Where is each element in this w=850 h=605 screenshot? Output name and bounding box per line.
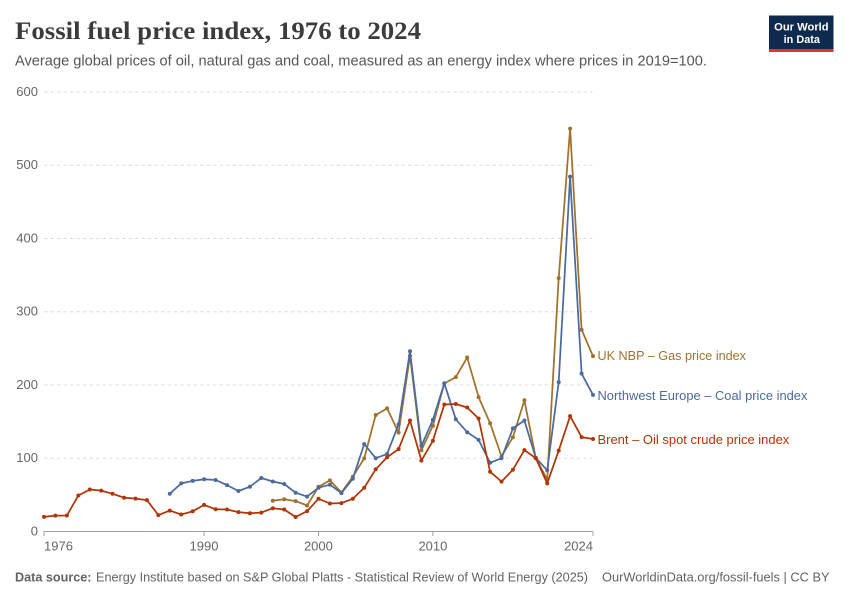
svg-text:2000: 2000 <box>304 539 333 554</box>
svg-text:1976: 1976 <box>44 539 73 554</box>
svg-text:Brent – Oil spot crude price i: Brent – Oil spot crude price index <box>598 432 790 447</box>
svg-text:OurWorldinData.org/fossil-fuel: OurWorldinData.org/fossil-fuels | CC BY <box>602 570 830 584</box>
svg-text:2024: 2024 <box>564 539 593 554</box>
svg-text:2010: 2010 <box>418 539 447 554</box>
svg-text:Energy Institute based on S&P: Energy Institute based on S&P Global Pla… <box>96 570 588 584</box>
svg-text:Data source:: Data source: <box>15 570 92 584</box>
svg-text:Our World: Our World <box>774 22 829 34</box>
svg-text:UK NBP – Gas price index: UK NBP – Gas price index <box>598 348 747 363</box>
svg-text:400: 400 <box>16 230 38 245</box>
svg-text:0: 0 <box>31 524 38 539</box>
svg-text:500: 500 <box>16 157 38 172</box>
svg-text:200: 200 <box>16 377 38 392</box>
svg-text:Average global prices of oil,: Average global prices of oil, natural ga… <box>15 54 707 70</box>
svg-text:Northwest Europe – Coal price: Northwest Europe – Coal price index <box>598 388 808 403</box>
svg-text:600: 600 <box>16 84 38 99</box>
svg-text:Fossil fuel price index, 1976: Fossil fuel price index, 1976 to 2024 <box>15 17 421 45</box>
svg-text:1990: 1990 <box>190 539 219 554</box>
svg-text:100: 100 <box>16 450 38 465</box>
svg-text:in Data: in Data <box>784 34 821 46</box>
svg-text:300: 300 <box>16 304 38 319</box>
